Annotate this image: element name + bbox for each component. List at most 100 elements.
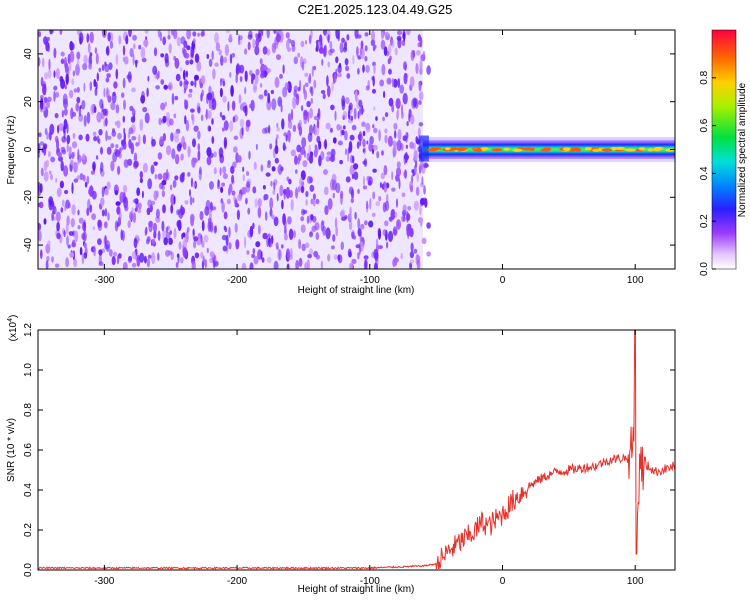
noise-speck xyxy=(324,186,329,196)
noise-speck xyxy=(217,182,221,190)
noise-speck xyxy=(250,99,255,112)
noise-speck xyxy=(160,102,166,111)
noise-speck xyxy=(111,255,116,266)
noise-speck xyxy=(344,130,348,141)
band-peak xyxy=(444,147,451,151)
noise-speck xyxy=(213,167,217,175)
noise-speck xyxy=(314,222,320,231)
noise-speck xyxy=(419,60,423,71)
x-tick-label: 100 xyxy=(627,576,644,587)
noise-speck xyxy=(213,151,217,158)
noise-speck xyxy=(133,152,138,161)
noise-speck xyxy=(231,174,235,184)
noise-speck xyxy=(418,122,424,127)
noise-speck xyxy=(325,122,331,130)
noise-speck xyxy=(65,257,69,268)
noise-speck xyxy=(89,204,93,213)
noise-speck xyxy=(242,174,245,182)
noise-speck xyxy=(293,56,298,65)
noise-speck xyxy=(341,99,346,111)
noise-speck xyxy=(282,213,286,226)
noise-speck xyxy=(212,260,216,269)
noise-speck xyxy=(43,143,48,150)
noise-speck xyxy=(265,172,271,177)
noise-speck xyxy=(357,133,363,142)
noise-speck xyxy=(222,95,227,103)
noise-speck xyxy=(48,130,52,141)
noise-speck xyxy=(209,201,213,212)
noise-speck xyxy=(175,73,181,82)
noise-speck xyxy=(71,204,76,216)
noise-speck xyxy=(416,49,421,56)
noise-speck xyxy=(334,217,338,229)
noise-speck xyxy=(50,174,53,180)
noise-speck xyxy=(208,98,212,110)
noise-speck xyxy=(362,138,366,148)
noise-speck xyxy=(273,216,279,227)
noise-speck xyxy=(209,251,215,258)
colorbar-tick-label: 0.4 xyxy=(699,166,710,180)
colorbar-tick-label: 0.8 xyxy=(699,70,710,84)
noise-speck xyxy=(71,182,74,195)
noise-speck xyxy=(133,160,138,170)
noise-speck xyxy=(54,112,59,119)
noise-speck xyxy=(373,262,378,269)
noise-speck xyxy=(271,98,277,111)
noise-speck xyxy=(194,252,200,259)
noise-speck xyxy=(186,226,190,233)
noise-speck xyxy=(182,232,186,238)
noise-speck xyxy=(192,138,196,148)
noise-speck xyxy=(323,169,328,175)
x-tick-label: -300 xyxy=(94,576,114,587)
band-peak xyxy=(653,146,664,151)
noise-speck xyxy=(58,156,63,162)
noise-speck xyxy=(107,32,111,42)
noise-speck xyxy=(344,148,348,156)
noise-speck xyxy=(320,260,323,269)
noise-speck xyxy=(342,110,348,120)
noise-speck xyxy=(121,92,125,98)
noise-speck xyxy=(174,95,179,101)
noise-speck xyxy=(64,84,68,90)
noise-speck xyxy=(61,110,65,118)
noise-speck xyxy=(110,143,115,149)
noise-speck xyxy=(373,248,379,260)
band-peak xyxy=(562,147,571,151)
noise-speck xyxy=(81,252,85,265)
band-peak xyxy=(456,147,467,151)
noise-speck xyxy=(78,217,84,224)
noise-speck xyxy=(174,57,180,69)
noise-speck xyxy=(403,72,408,85)
noise-speck xyxy=(271,166,276,172)
noise-speck xyxy=(340,194,343,205)
noise-speck xyxy=(287,216,292,225)
noise-speck xyxy=(184,200,189,205)
noise-speck xyxy=(103,87,106,98)
noise-speck xyxy=(348,186,354,195)
noise-speck xyxy=(408,113,411,123)
noise-speck xyxy=(231,52,236,58)
noise-speck xyxy=(146,236,151,243)
noise-speck xyxy=(199,210,204,221)
noise-speck xyxy=(85,133,90,142)
noise-speck xyxy=(70,107,74,120)
noise-speck xyxy=(229,120,234,132)
noise-speck xyxy=(292,124,297,133)
noise-speck xyxy=(104,188,109,196)
noise-speck xyxy=(242,102,247,107)
noise-speck xyxy=(255,241,261,248)
noise-speck xyxy=(211,50,214,61)
noise-speck xyxy=(300,105,304,112)
noise-speck xyxy=(128,30,132,38)
noise-speck xyxy=(295,169,298,174)
noise-speck xyxy=(397,78,401,88)
noise-speck xyxy=(255,143,258,151)
noise-speck xyxy=(391,77,395,88)
noise-speck xyxy=(76,175,80,181)
noise-speck xyxy=(340,208,346,219)
noise-speck xyxy=(290,108,294,121)
noise-speck xyxy=(262,232,268,240)
noise-speck xyxy=(245,181,251,193)
noise-speck xyxy=(90,104,94,116)
noise-speck xyxy=(73,258,77,268)
